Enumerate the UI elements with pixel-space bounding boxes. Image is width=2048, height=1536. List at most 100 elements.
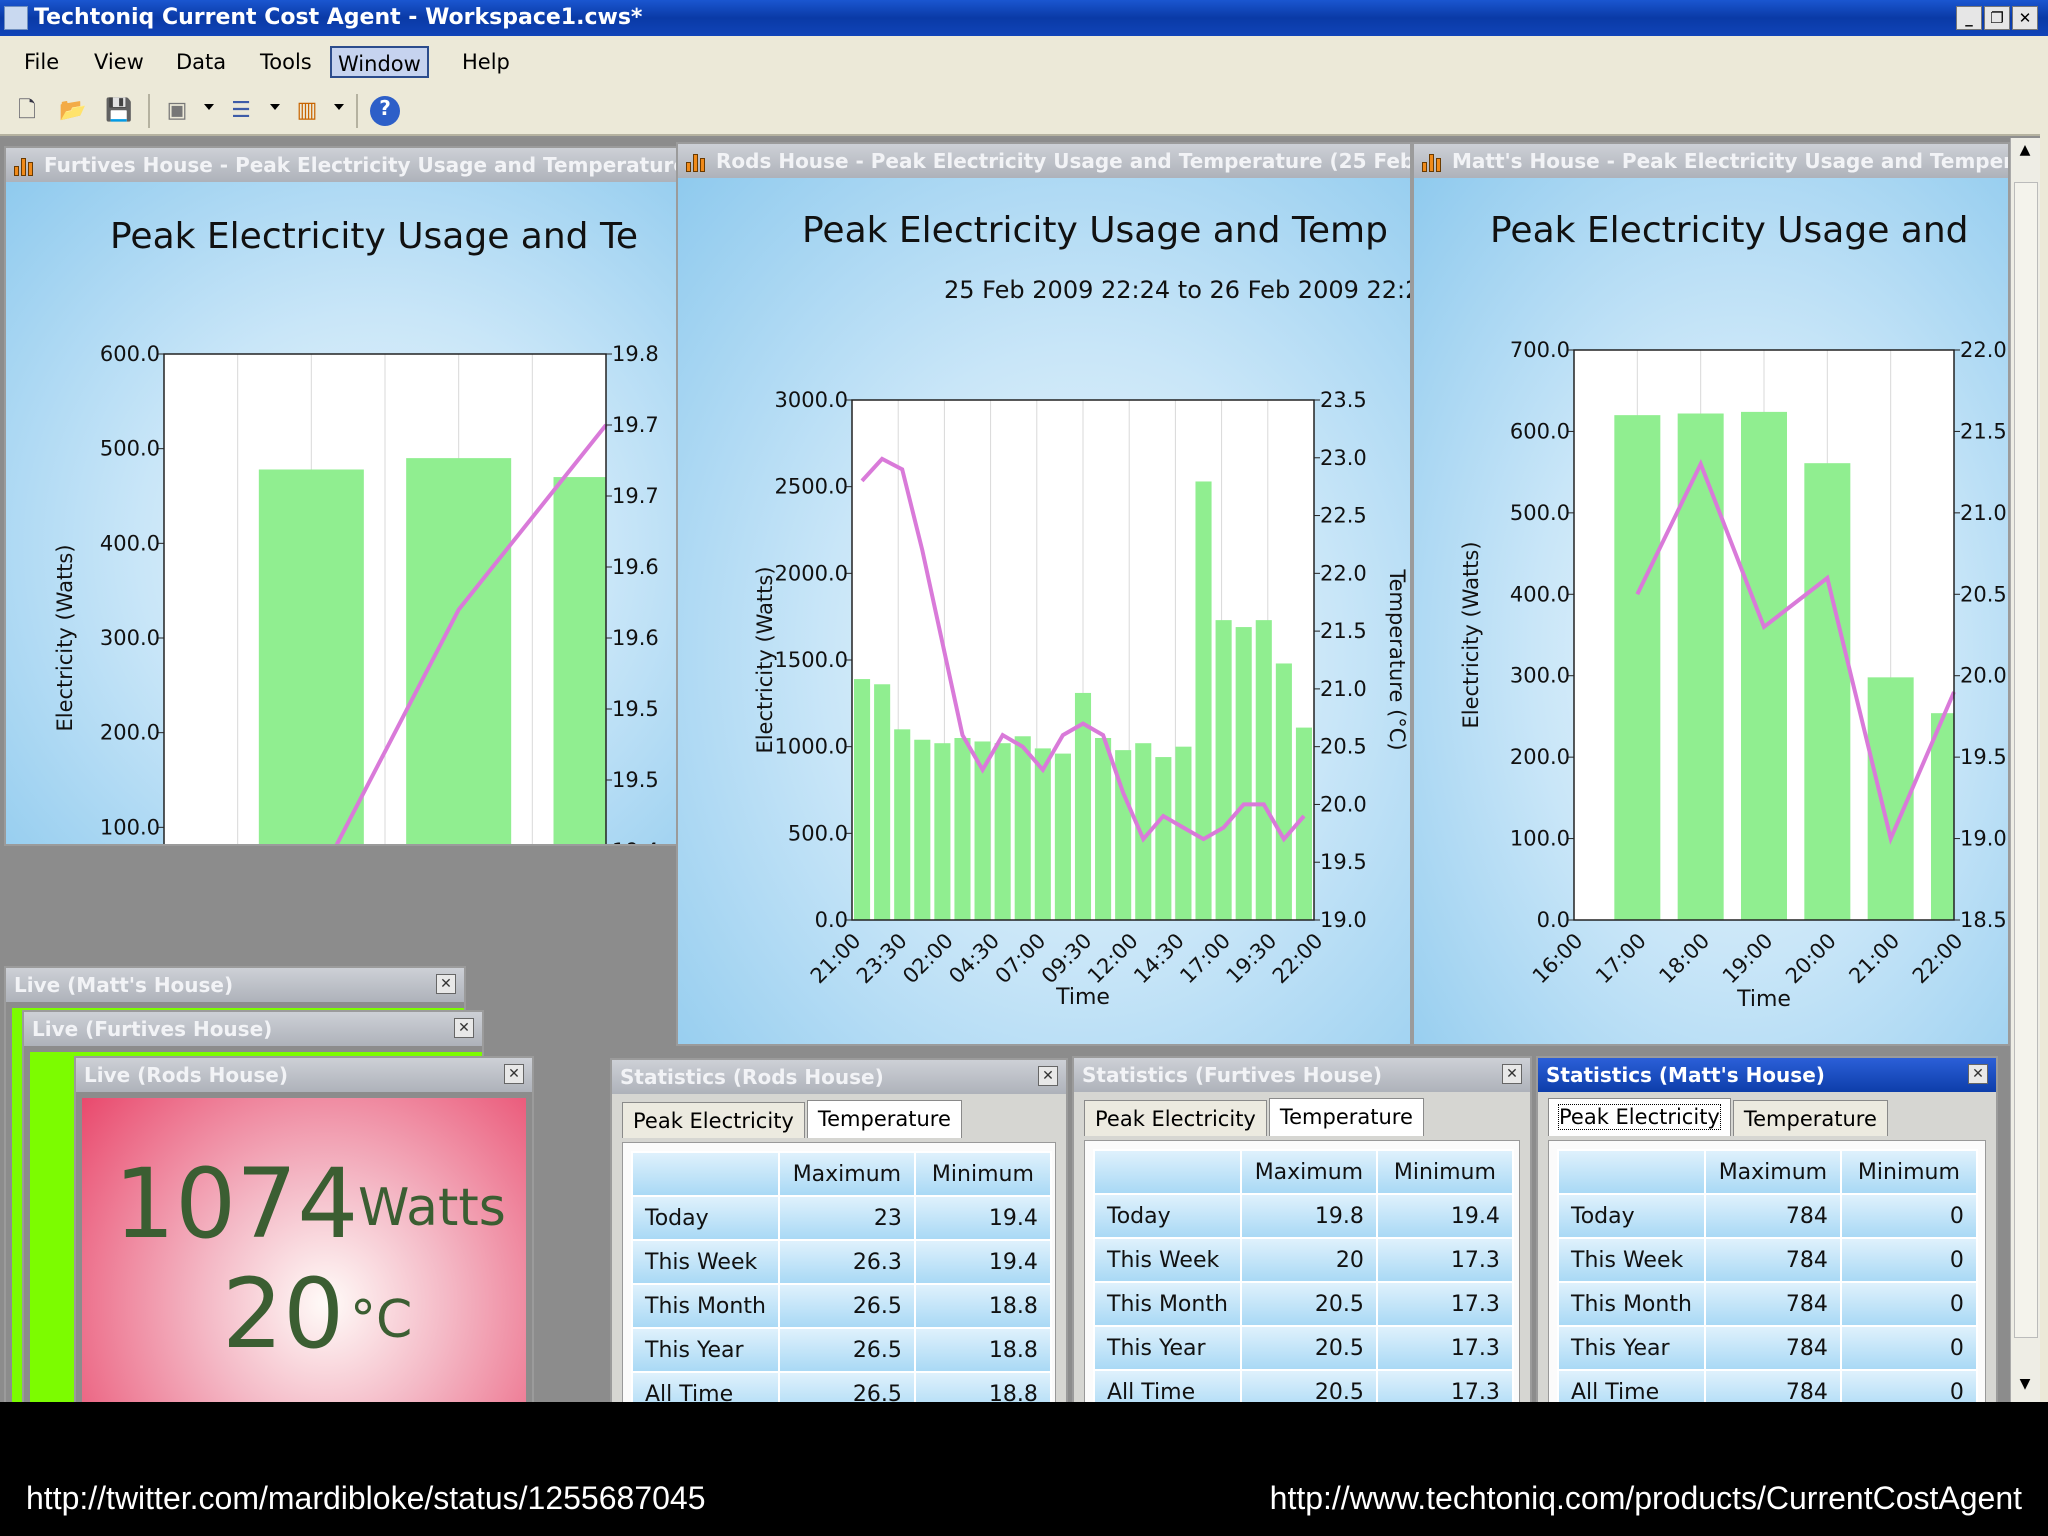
list-icon[interactable]: ☰ <box>231 98 251 123</box>
title-bar[interactable]: Techtoniq Current Cost Agent - Workspace… <box>0 0 2048 36</box>
bar <box>1034 748 1051 920</box>
menu-data[interactable]: Data <box>176 50 227 74</box>
bar <box>1074 692 1092 920</box>
table-row[interactable]: This Month 20.5 17.3 <box>1093 1281 1514 1327</box>
tab-peak-electricity[interactable]: Peak Electricity <box>1084 1100 1267 1136</box>
stats-table: Maximum Minimum Today 19.8 19.4 This Week 20 17… <box>1093 1149 1514 1402</box>
stats-window-titlebar[interactable]: Statistics (Matt's House) ✕ <box>1538 1058 1996 1092</box>
application-window: Techtoniq Current Cost Agent - Workspace… <box>0 0 2048 1402</box>
scroll-up-icon[interactable]: ▲ <box>2019 142 2031 158</box>
close-icon[interactable]: ✕ <box>436 974 456 994</box>
tab-peak-electricity[interactable]: Peak Electricity <box>1548 1098 1731 1136</box>
rods-chart-window[interactable]: Rods House - Peak Electricity Usage and … <box>676 142 1412 1046</box>
table-cell: 784 <box>1703 1193 1842 1239</box>
save-icon[interactable]: 💾 <box>105 98 133 123</box>
caption-left-url: http://twitter.com/mardibloke/status/125… <box>26 1480 706 1516</box>
y-tick-label: 700.0 <box>1510 338 1570 362</box>
chart-subtitle: 25 Feb 2009 22:24 to 26 Feb 2009 22:24 <box>944 276 1412 304</box>
app-icon[interactable] <box>4 6 28 30</box>
live-window-titlebar[interactable]: Live (Furtives House) ✕ <box>24 1012 482 1046</box>
stats-rods-window[interactable]: Statistics (Rods House) ✕ Peak Electricit… <box>610 1058 1068 1402</box>
y2-tick-label: 22.0 <box>1320 561 1367 585</box>
chart-window-titlebar[interactable]: Furtives House - Peak Electricity Usage … <box>6 148 678 182</box>
chart-window-titlebar[interactable]: Rods House - Peak Electricity Usage and … <box>678 144 1410 178</box>
table-row[interactable]: This Week 20 17.3 <box>1093 1237 1514 1283</box>
menu-tools[interactable]: Tools <box>260 50 312 74</box>
table-cell: 23 <box>777 1195 916 1241</box>
tab-temperature[interactable]: Temperature <box>1732 1100 1888 1136</box>
y-tick-label: 600.0 <box>100 342 160 366</box>
new-file-icon[interactable]: 🗋 <box>18 98 36 123</box>
y2-tick-label: 19.5 <box>1960 745 2007 769</box>
stats-table-panel: Maximum Minimum Today 23 19.4 This Week 26.3 19… <box>622 1142 1056 1402</box>
table-row[interactable]: All Time 784 0 <box>1557 1369 1978 1402</box>
row-label: Today <box>1093 1193 1242 1239</box>
table-row[interactable]: Today 23 19.4 <box>631 1195 1052 1241</box>
menu-view[interactable]: View <box>94 50 144 74</box>
watts-value: 1074 <box>114 1148 359 1260</box>
y-tick-label: 100.0 <box>100 815 160 839</box>
table-row[interactable]: This Year 20.5 17.3 <box>1093 1325 1514 1371</box>
connect-icon[interactable]: ▣ <box>166 98 188 123</box>
close-icon[interactable]: ✕ <box>454 1018 474 1038</box>
vertical-scrollbar[interactable]: ▲ ▼ <box>2010 138 2040 1402</box>
table-row[interactable]: This Year 784 0 <box>1557 1325 1978 1371</box>
matt-chart-window[interactable]: Matt's House - Peak Electricity Usage an… <box>1412 142 2010 1046</box>
live-rods-window[interactable]: Live (Rods House) ✕ 1074 Watts 20 °C <box>74 1056 534 1402</box>
table-row[interactable]: Today 784 0 <box>1557 1193 1978 1239</box>
row-label: All Time <box>631 1371 780 1402</box>
y2-tick-label: 20.0 <box>1960 664 2007 688</box>
bar <box>1215 620 1232 920</box>
table-row[interactable]: This Week 26.3 19.4 <box>631 1239 1052 1285</box>
x-tick-label: 22:00 <box>1908 929 1968 989</box>
list-dropdown-icon[interactable] <box>270 104 280 110</box>
stats-matt-window[interactable]: Statistics (Matt's House) ✕ Peak Electric… <box>1536 1056 1998 1402</box>
scroll-down-icon[interactable]: ▼ <box>2019 1376 2031 1392</box>
live-window-titlebar[interactable]: Live (Matt's House) ✕ <box>6 968 464 1002</box>
close-icon[interactable]: ✕ <box>1502 1064 1522 1084</box>
table-cell: 784 <box>1703 1369 1842 1402</box>
help-icon[interactable]: ? <box>370 96 400 126</box>
chart-window-titlebar[interactable]: Matt's House - Peak Electricity Usage an… <box>1414 144 2008 178</box>
y2-tick-label: 22.0 <box>1960 338 2007 362</box>
menu-file[interactable]: File <box>24 50 60 74</box>
caption-right-url: http://www.techtoniq.com/products/Curren… <box>1269 1480 2022 1516</box>
row-label: Today <box>1557 1193 1706 1239</box>
table-row[interactable]: This Month 26.5 18.8 <box>631 1283 1052 1329</box>
table-cell: 784 <box>1703 1281 1842 1327</box>
tab-temperature[interactable]: Temperature <box>806 1100 962 1138</box>
y2-tick-label: 19.5 <box>612 768 659 792</box>
close-button[interactable]: ✕ <box>2012 6 2038 30</box>
table-row[interactable]: All Time 20.5 17.3 <box>1093 1369 1514 1402</box>
table-cell: 0 <box>1839 1281 1978 1327</box>
y-tick-label: 500.0 <box>1510 501 1570 525</box>
open-folder-icon[interactable]: 📂 <box>59 98 87 123</box>
menu-help[interactable]: Help <box>462 50 510 74</box>
scrollbar-thumb[interactable] <box>2014 182 2038 1338</box>
close-icon[interactable]: ✕ <box>1038 1066 1058 1086</box>
tab-peak-electricity[interactable]: Peak Electricity <box>622 1102 805 1138</box>
y2-tick-label: 23.5 <box>1320 388 1367 412</box>
stats-window-titlebar[interactable]: Statistics (Rods House) ✕ <box>612 1060 1066 1094</box>
close-icon[interactable]: ✕ <box>504 1064 524 1084</box>
table-row[interactable]: This Year 26.5 18.8 <box>631 1327 1052 1373</box>
restore-button[interactable]: ❐ <box>1984 6 2010 30</box>
furtives-chart-window[interactable]: Furtives House - Peak Electricity Usage … <box>4 146 680 846</box>
chart-window-title: Rods House - Peak Electricity Usage and … <box>716 149 1410 173</box>
menu-window[interactable]: Window <box>330 46 429 78</box>
table-row[interactable]: This Month 784 0 <box>1557 1281 1978 1327</box>
close-icon[interactable]: ✕ <box>1968 1064 1988 1084</box>
stats-column-header: Minimum <box>913 1151 1052 1197</box>
tab-temperature[interactable]: Temperature <box>1268 1098 1424 1136</box>
chart-dropdown-icon[interactable] <box>334 104 344 110</box>
table-row[interactable]: This Week 784 0 <box>1557 1237 1978 1283</box>
table-row[interactable]: All Time 26.5 18.8 <box>631 1371 1052 1402</box>
live-window-titlebar[interactable]: Live (Rods House) ✕ <box>76 1058 532 1092</box>
y-axis-label: Electricity (Watts) <box>753 566 777 753</box>
stats-furtives-window[interactable]: Statistics (Furtives House) ✕ Peak Electr… <box>1072 1056 1532 1402</box>
stats-window-titlebar[interactable]: Statistics (Furtives House) ✕ <box>1074 1058 1530 1092</box>
connect-dropdown-icon[interactable] <box>204 104 214 110</box>
table-row[interactable]: Today 19.8 19.4 <box>1093 1193 1514 1239</box>
minimize-button[interactable]: _ <box>1956 6 1982 30</box>
chart-icon[interactable]: ▥ <box>296 98 318 123</box>
